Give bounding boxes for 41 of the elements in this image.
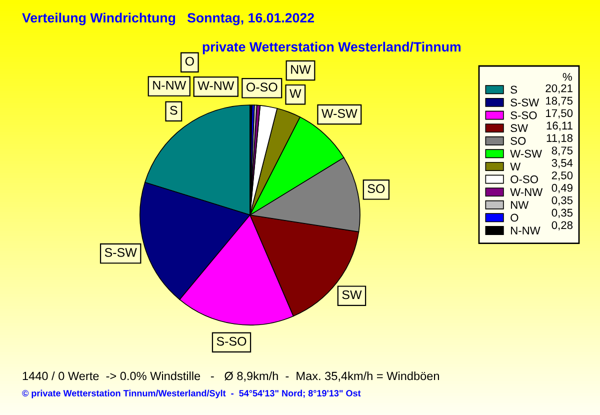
data-label: 3,54: [552, 159, 573, 168]
category-label: W-NW: [198, 81, 234, 90]
legend-label: O: [510, 214, 518, 222]
legend-label: NW: [511, 201, 529, 209]
slice-label: W: [290, 89, 302, 98]
chart-subtitle: private Wetterstation Westerland/Tinnum: [202, 42, 461, 54]
data-label: 16,11: [546, 122, 572, 131]
legend-label: SO: [510, 136, 526, 145]
legend-label: W-NW: [510, 188, 543, 196]
chart-title: Verteilung Windrichtung Sonntag, 16.01.2022: [22, 12, 314, 26]
legend-label: W-SW: [510, 150, 542, 158]
category-label: N-NW: [153, 80, 186, 90]
data-label: 20,21: [546, 84, 572, 94]
legend-label: S-SW: [510, 98, 540, 106]
slice-label: S-SO: [216, 336, 246, 346]
data-label: 0,28: [552, 221, 573, 230]
slice-label: O-SO: [246, 82, 278, 92]
data-label: 2,50: [552, 171, 573, 181]
legend-label: O-SO: [510, 175, 538, 184]
slice-label: SO: [368, 184, 385, 194]
legend-label: W: [510, 162, 521, 170]
slice-label: W-SW: [322, 109, 358, 118]
legend-label: N-NW: [511, 226, 540, 234]
slice-label: S-SW: [104, 248, 137, 257]
slice-label: SW: [342, 290, 362, 300]
text: © private Wetterstation Tinnum/Westerland/Sylt - 54°54'13" Nord; 8°19'13" Ost: [22, 390, 361, 398]
data-label: 11,18: [546, 134, 573, 144]
legend-title: %: [562, 73, 572, 81]
category-label: NW: [291, 65, 311, 74]
slice-label: S: [170, 106, 178, 115]
data-label: 0,35: [552, 196, 573, 206]
data-label: 0,49: [552, 184, 572, 194]
data-label: 0,35: [552, 208, 573, 218]
text: 1440 / 0 Werte -> 0.0% Windstille - Ø 8,9km/h - Max. 35,4km/h = Windböen: [22, 372, 439, 382]
category-label: O: [185, 56, 194, 66]
legend-label: SW: [510, 124, 528, 132]
data-label: 18,75: [546, 96, 573, 106]
data-label: 17,50: [546, 109, 573, 118]
legend-label: S-SO: [510, 111, 537, 120]
data-label: 8,75: [552, 146, 573, 156]
legend-label: S: [510, 86, 518, 94]
